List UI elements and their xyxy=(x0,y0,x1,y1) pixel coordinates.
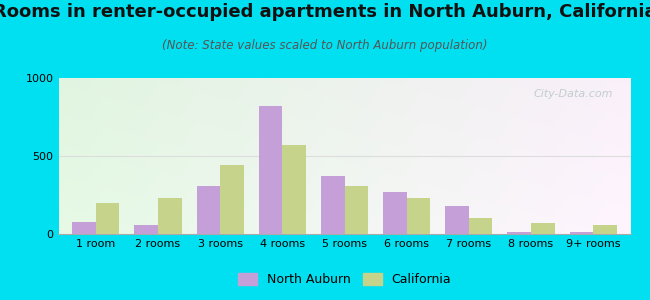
Bar xyxy=(72,221,96,234)
Bar xyxy=(445,206,469,234)
Bar xyxy=(593,225,617,234)
Text: Rooms in renter-occupied apartments in North Auburn, California: Rooms in renter-occupied apartments in N… xyxy=(0,3,650,21)
Bar xyxy=(344,186,368,234)
Bar xyxy=(282,145,306,234)
Bar xyxy=(135,225,158,234)
Bar xyxy=(508,232,531,234)
Bar xyxy=(321,176,345,234)
Bar xyxy=(259,106,282,234)
Bar xyxy=(220,165,244,234)
Bar xyxy=(196,186,220,234)
Bar xyxy=(383,192,407,234)
Bar xyxy=(531,223,554,234)
Text: (Note: State values scaled to North Auburn population): (Note: State values scaled to North Aubu… xyxy=(162,39,488,52)
Bar xyxy=(158,198,181,234)
Text: City-Data.com: City-Data.com xyxy=(534,89,614,99)
Legend: North Auburn, California: North Auburn, California xyxy=(233,268,456,291)
Bar xyxy=(407,198,430,234)
Bar xyxy=(569,232,593,234)
Bar xyxy=(469,218,493,234)
Bar xyxy=(96,203,120,234)
